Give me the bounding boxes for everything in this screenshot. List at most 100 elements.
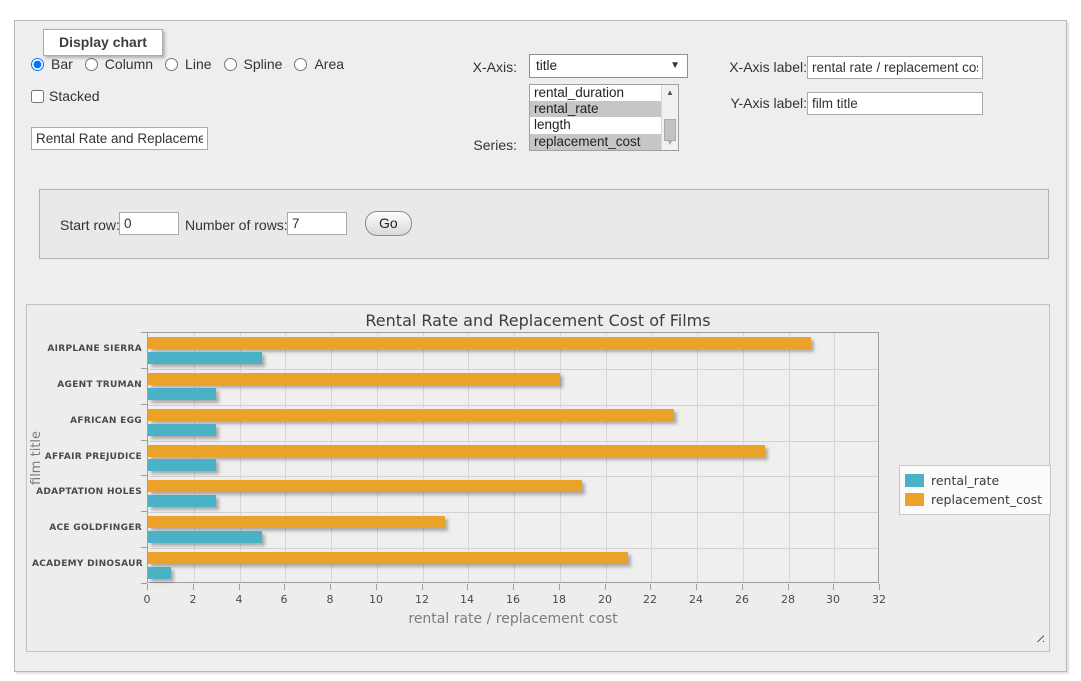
radio-line-label[interactable]: Line (185, 56, 211, 72)
x-tick-mark (696, 584, 697, 590)
radio-area[interactable] (294, 58, 307, 71)
chart-title-input[interactable] (31, 127, 208, 150)
x-tick-label: 30 (818, 593, 848, 606)
go-button[interactable]: Go (365, 211, 412, 236)
x-tick-label: 16 (498, 593, 528, 606)
x-tick-label: 12 (407, 593, 437, 606)
display-chart-fieldset: Bar Column Line Spline Area Stacked X-Ax… (14, 20, 1067, 672)
legend-swatch (905, 493, 924, 506)
x-tick-mark (467, 584, 468, 590)
x-tick-label: 6 (269, 593, 299, 606)
category-label: AIRPLANE SIERRA (32, 344, 142, 354)
x-tick-mark (605, 584, 606, 590)
x-tick-label: 2 (178, 593, 208, 606)
plot-area (147, 332, 879, 583)
x-axis-label-input[interactable] (807, 56, 983, 79)
gridline-vertical (331, 333, 332, 582)
y-tick-mark (141, 511, 147, 512)
x-tick-label: 28 (773, 593, 803, 606)
y-axis-label-input[interactable] (807, 92, 983, 115)
gridline-vertical (423, 333, 424, 582)
stacked-checkbox[interactable] (31, 90, 44, 103)
stacked-label[interactable]: Stacked (49, 88, 100, 104)
radio-column-label[interactable]: Column (105, 56, 153, 72)
category-label: AGENT TRUMAN (32, 380, 142, 390)
series-option[interactable]: rental_duration (530, 85, 678, 101)
row-range-panel: Start row: Number of rows: Go (39, 189, 1049, 259)
bar-replacement_cost (148, 373, 560, 385)
radio-area-label[interactable]: Area (314, 56, 344, 72)
chart-title: Rental Rate and Replacement Cost of Film… (27, 311, 1049, 330)
series-option-selected[interactable]: replacement_cost (530, 134, 678, 150)
x-tick-mark (193, 584, 194, 590)
category-label: ACE GOLDFINGER (32, 523, 142, 533)
legend-label: rental_rate (931, 473, 999, 488)
category-label: ADAPTATION HOLES (32, 487, 142, 497)
scroll-down-icon[interactable]: ▼ (662, 135, 678, 150)
radio-line[interactable] (165, 58, 178, 71)
listbox-scrollbar[interactable]: ▲ ▼ (661, 85, 678, 150)
bar-rental_rate (148, 424, 216, 436)
bar-replacement_cost (148, 552, 628, 564)
gridline-vertical (789, 333, 790, 582)
series-option[interactable]: length (530, 117, 678, 133)
x-tick-label: 26 (727, 593, 757, 606)
y-tick-mark (141, 404, 147, 405)
legend-swatch (905, 474, 924, 487)
series-listbox[interactable]: rental_duration rental_rate length repla… (529, 84, 679, 151)
x-tick-mark (788, 584, 789, 590)
chart-x-axis-title: rental rate / replacement cost (147, 611, 879, 627)
x-tick-mark (284, 584, 285, 590)
x-tick-label: 4 (224, 593, 254, 606)
x-tick-label: 22 (635, 593, 665, 606)
gridline-vertical (651, 333, 652, 582)
gridline-vertical (560, 333, 561, 582)
bar-rental_rate (148, 567, 171, 579)
x-axis-select[interactable]: title ▼ (529, 54, 688, 78)
legend-label: replacement_cost (931, 492, 1042, 507)
bar-rental_rate (148, 495, 216, 507)
bar-rental_rate (148, 388, 216, 400)
series-option-selected[interactable]: rental_rate (530, 101, 678, 117)
bar-replacement_cost (148, 409, 674, 421)
number-of-rows-input[interactable] (287, 212, 347, 235)
bar-replacement_cost (148, 337, 811, 349)
gridline-vertical (377, 333, 378, 582)
x-tick-mark (559, 584, 560, 590)
resize-handle-icon[interactable] (1034, 632, 1044, 642)
gridline-horizontal (148, 405, 878, 406)
x-tick-label: 0 (132, 593, 162, 606)
radio-column[interactable] (85, 58, 98, 71)
chart-legend: rental_rate replacement_cost (899, 465, 1051, 515)
category-label: AFRICAN EGG (32, 416, 142, 426)
radio-bar-label[interactable]: Bar (51, 56, 73, 72)
gridline-vertical (514, 333, 515, 582)
fieldset-legend: Display chart (43, 29, 163, 56)
y-tick-mark (141, 547, 147, 548)
x-tick-label: 14 (452, 593, 482, 606)
gridline-vertical (240, 333, 241, 582)
radio-bar[interactable] (31, 58, 44, 71)
radio-spline-label[interactable]: Spline (244, 56, 283, 72)
legend-row: replacement_cost (905, 490, 1042, 509)
x-tick-mark (147, 584, 148, 590)
bar-rental_rate (148, 531, 262, 543)
bar-replacement_cost (148, 516, 445, 528)
x-tick-mark (422, 584, 423, 590)
radio-spline[interactable] (224, 58, 237, 71)
y-tick-mark (141, 440, 147, 441)
x-tick-mark (239, 584, 240, 590)
x-tick-mark (376, 584, 377, 590)
bar-rental_rate (148, 459, 216, 471)
y-tick-mark (141, 475, 147, 476)
start-row-input[interactable] (119, 212, 179, 235)
x-tick-mark (879, 584, 880, 590)
bar-rental_rate (148, 352, 262, 364)
gridline-vertical (697, 333, 698, 582)
y-tick-mark (141, 332, 147, 333)
chevron-down-icon: ▼ (670, 55, 680, 77)
x-tick-label: 10 (361, 593, 391, 606)
category-label: AFFAIR PREJUDICE (32, 452, 142, 462)
y-axis-label-field-label: Y-Axis label: (703, 95, 807, 111)
scroll-up-icon[interactable]: ▲ (662, 85, 678, 100)
